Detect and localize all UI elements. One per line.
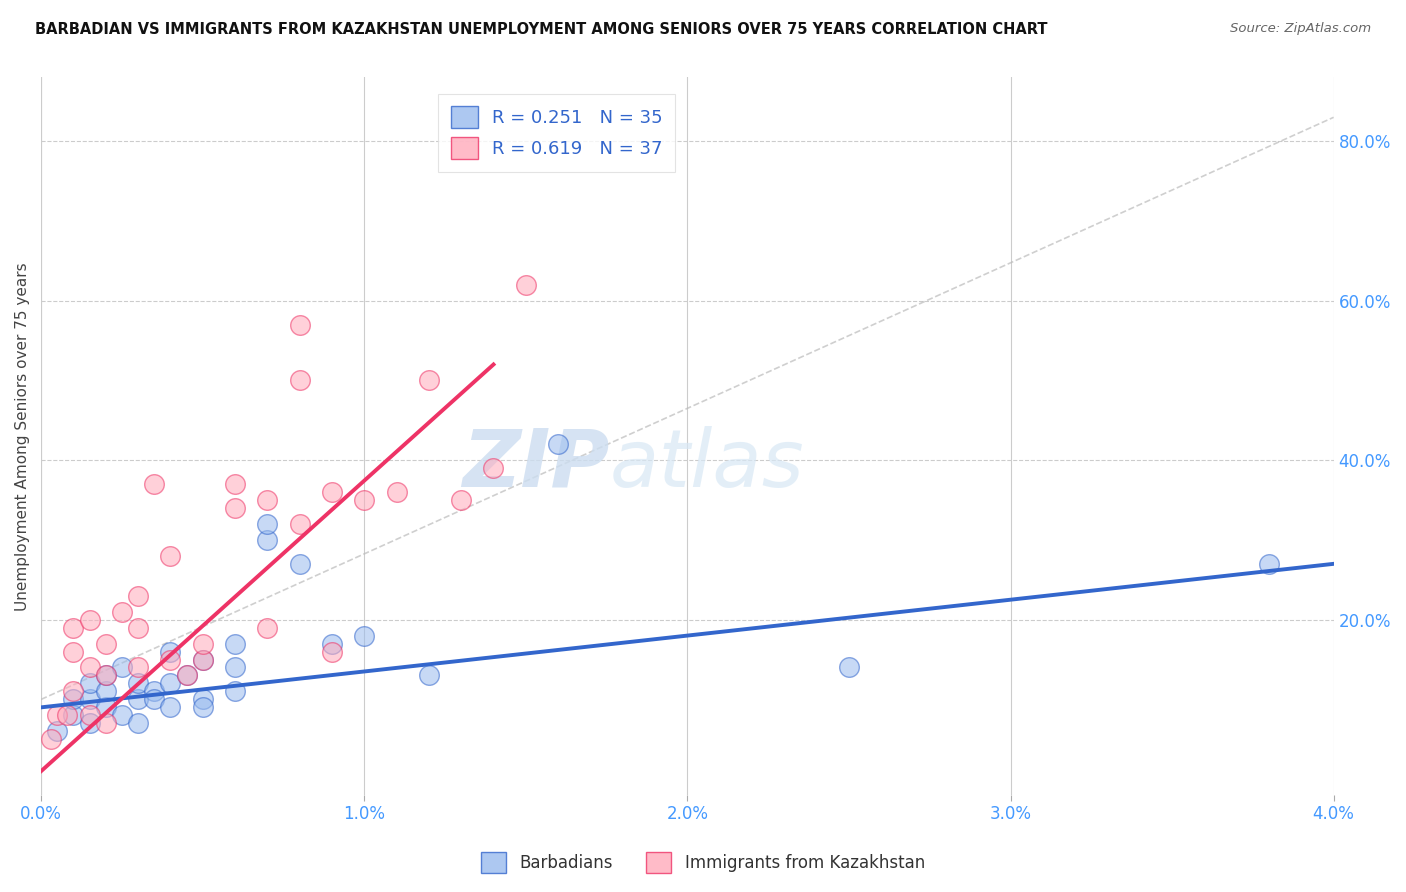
Point bbox=[418, 373, 440, 387]
Point bbox=[94, 684, 117, 698]
Point bbox=[62, 692, 84, 706]
Point bbox=[450, 493, 472, 508]
Point bbox=[191, 652, 214, 666]
Point bbox=[79, 692, 101, 706]
Point bbox=[418, 668, 440, 682]
Point bbox=[256, 621, 278, 635]
Point bbox=[191, 700, 214, 714]
Point bbox=[224, 477, 246, 491]
Point bbox=[79, 676, 101, 690]
Point bbox=[143, 692, 166, 706]
Point bbox=[127, 676, 149, 690]
Point bbox=[321, 636, 343, 650]
Point bbox=[62, 644, 84, 658]
Point bbox=[191, 692, 214, 706]
Point bbox=[256, 533, 278, 547]
Text: Source: ZipAtlas.com: Source: ZipAtlas.com bbox=[1230, 22, 1371, 36]
Point bbox=[176, 668, 198, 682]
Point bbox=[111, 660, 134, 674]
Point bbox=[111, 605, 134, 619]
Point bbox=[94, 668, 117, 682]
Point bbox=[46, 708, 69, 723]
Point bbox=[353, 629, 375, 643]
Point bbox=[127, 589, 149, 603]
Point bbox=[515, 277, 537, 292]
Point bbox=[159, 676, 181, 690]
Point bbox=[321, 644, 343, 658]
Point bbox=[111, 708, 134, 723]
Point bbox=[39, 732, 62, 747]
Point bbox=[288, 557, 311, 571]
Point bbox=[288, 516, 311, 531]
Point bbox=[1258, 557, 1281, 571]
Point bbox=[191, 636, 214, 650]
Point bbox=[224, 501, 246, 516]
Point bbox=[62, 708, 84, 723]
Point bbox=[94, 636, 117, 650]
Point bbox=[79, 716, 101, 731]
Point bbox=[62, 621, 84, 635]
Point bbox=[79, 660, 101, 674]
Point bbox=[127, 716, 149, 731]
Point bbox=[321, 485, 343, 500]
Legend: Barbadians, Immigrants from Kazakhstan: Barbadians, Immigrants from Kazakhstan bbox=[474, 846, 932, 880]
Y-axis label: Unemployment Among Seniors over 75 years: Unemployment Among Seniors over 75 years bbox=[15, 262, 30, 610]
Point bbox=[46, 724, 69, 739]
Point bbox=[224, 660, 246, 674]
Point bbox=[143, 684, 166, 698]
Point bbox=[143, 477, 166, 491]
Point bbox=[79, 708, 101, 723]
Point bbox=[159, 644, 181, 658]
Legend: R = 0.251   N = 35, R = 0.619   N = 37: R = 0.251 N = 35, R = 0.619 N = 37 bbox=[437, 94, 675, 172]
Point bbox=[176, 668, 198, 682]
Point bbox=[385, 485, 408, 500]
Text: BARBADIAN VS IMMIGRANTS FROM KAZAKHSTAN UNEMPLOYMENT AMONG SENIORS OVER 75 YEARS: BARBADIAN VS IMMIGRANTS FROM KAZAKHSTAN … bbox=[35, 22, 1047, 37]
Point bbox=[127, 660, 149, 674]
Point bbox=[127, 621, 149, 635]
Point bbox=[94, 716, 117, 731]
Point bbox=[838, 660, 860, 674]
Point bbox=[224, 636, 246, 650]
Point bbox=[288, 318, 311, 332]
Text: atlas: atlas bbox=[610, 426, 804, 504]
Point bbox=[159, 549, 181, 563]
Text: ZIP: ZIP bbox=[463, 426, 610, 504]
Point bbox=[256, 493, 278, 508]
Point bbox=[56, 708, 79, 723]
Point bbox=[256, 516, 278, 531]
Point bbox=[353, 493, 375, 508]
Point bbox=[159, 652, 181, 666]
Point bbox=[547, 437, 569, 451]
Point bbox=[94, 668, 117, 682]
Point bbox=[288, 373, 311, 387]
Point bbox=[79, 613, 101, 627]
Point bbox=[482, 461, 505, 475]
Point bbox=[159, 700, 181, 714]
Point bbox=[224, 684, 246, 698]
Point bbox=[62, 684, 84, 698]
Point bbox=[127, 692, 149, 706]
Point bbox=[94, 700, 117, 714]
Point bbox=[191, 652, 214, 666]
